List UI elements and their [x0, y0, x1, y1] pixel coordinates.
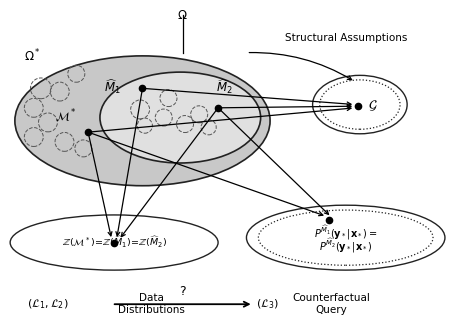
- Ellipse shape: [319, 80, 400, 129]
- Text: $(\mathcal{L}_1, \mathcal{L}_2)$: $(\mathcal{L}_1, \mathcal{L}_2)$: [27, 297, 69, 311]
- Ellipse shape: [15, 56, 270, 186]
- Text: $P^{\widehat{M}_1}(\mathbf{y}_*|\mathbf{x}_*)=$: $P^{\widehat{M}_1}(\mathbf{y}_*|\mathbf{…: [314, 224, 378, 242]
- Text: ?: ?: [179, 285, 186, 298]
- Ellipse shape: [313, 75, 407, 134]
- Text: Counterfactual
Query: Counterfactual Query: [292, 293, 371, 315]
- Text: Structural Assumptions: Structural Assumptions: [284, 33, 407, 43]
- Ellipse shape: [246, 205, 445, 270]
- Ellipse shape: [100, 72, 261, 163]
- Text: $\widehat{M}_1$: $\widehat{M}_1$: [104, 78, 121, 96]
- Text: $\Omega^*$: $\Omega^*$: [24, 48, 41, 64]
- Text: $\widehat{M}_2$: $\widehat{M}_2$: [216, 78, 232, 96]
- Ellipse shape: [10, 215, 218, 270]
- Text: Data
Distributions: Data Distributions: [118, 293, 185, 315]
- Text: $\mathbb{Z}(\mathcal{M}^*)\!=\!\mathbb{Z}(\widehat{M}_1)\!=\!\mathbb{Z}(\widehat: $\mathbb{Z}(\mathcal{M}^*)\!=\!\mathbb{Z…: [62, 235, 166, 250]
- Ellipse shape: [258, 210, 433, 265]
- Text: $\mathcal{M}^*$: $\mathcal{M}^*$: [55, 107, 76, 125]
- Text: $P^{\widehat{M}_2}(\mathbf{y}_*|\mathbf{x}_*)$: $P^{\widehat{M}_2}(\mathbf{y}_*|\mathbf{…: [319, 237, 373, 255]
- Text: $(\mathcal{L}_3)$: $(\mathcal{L}_3)$: [256, 297, 279, 311]
- Text: $\mathcal{G}$: $\mathcal{G}$: [368, 99, 378, 113]
- Text: $\Omega$: $\Omega$: [177, 9, 188, 22]
